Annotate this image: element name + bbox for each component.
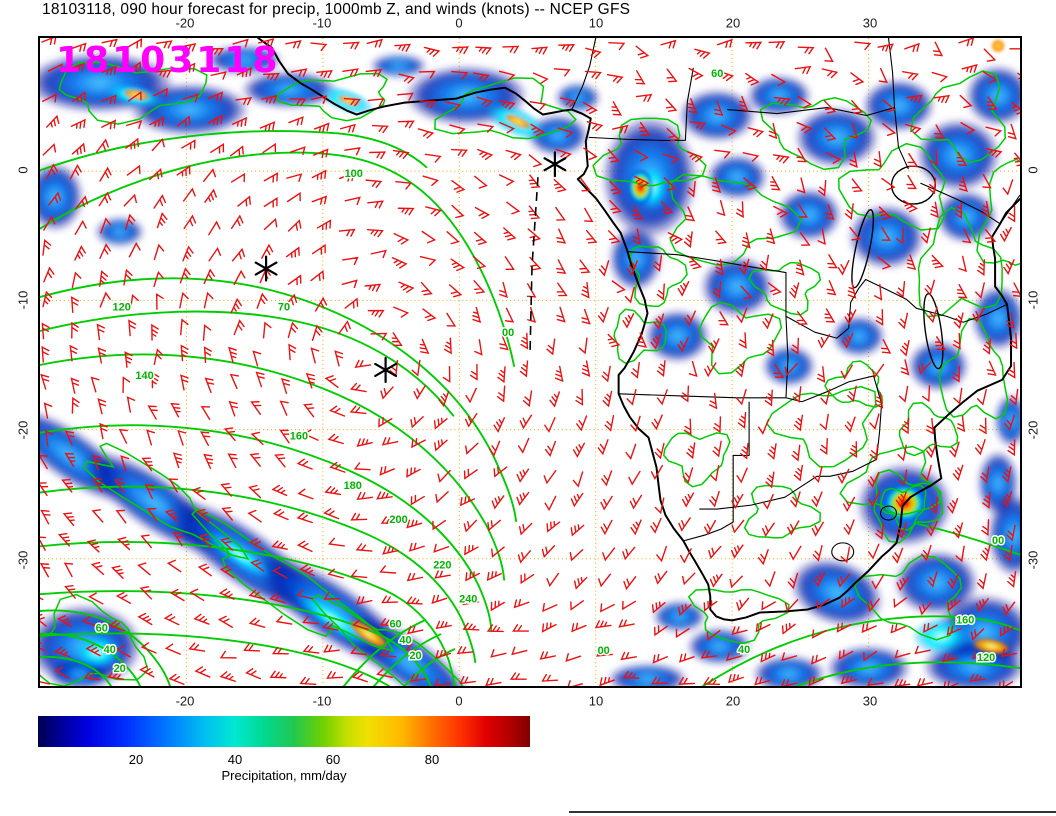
y-axis-tick-left: 0 (15, 166, 31, 174)
colorbar-tick: 20 (128, 752, 144, 767)
footer-rule (569, 811, 1056, 813)
x-axis-tick-top: 0 (455, 15, 463, 31)
svg-text:00: 00 (598, 645, 610, 657)
chart-title: 18103118, 090 hour forecast for precip, … (42, 1, 631, 18)
x-axis-tick-top: 20 (725, 15, 741, 31)
y-axis-tick-left: -30 (15, 550, 31, 570)
x-axis-tick-bottom: -20 (175, 693, 195, 709)
svg-text:160: 160 (956, 614, 974, 626)
svg-text:00: 00 (502, 327, 514, 339)
x-axis-tick-bottom: 10 (588, 693, 604, 709)
x-axis-tick-top: 10 (588, 15, 604, 31)
precip-colorbar (38, 716, 530, 747)
svg-text:120: 120 (977, 652, 995, 664)
y-axis-tick-right: -20 (1025, 420, 1041, 440)
map-plot-area: 100 120 70 140 160 180 200 220 240 60 40 20 60 40 20 00… (38, 36, 1022, 688)
contour-value-labels: 100 120 70 140 160 180 200 220 240 60 40 20 60 40 20 00… (94, 66, 1006, 676)
svg-text:220: 220 (433, 560, 451, 572)
y-axis-tick-right: -10 (1025, 290, 1041, 310)
x-axis-tick-bottom: 0 (455, 693, 463, 709)
x-axis-tick-bottom: -10 (312, 693, 332, 709)
pressure-center-markers (254, 151, 567, 383)
svg-text:240: 240 (459, 594, 477, 606)
map-canvas: 100 120 70 140 160 180 200 220 240 60 40 20 60 40 20 00… (40, 38, 1020, 686)
svg-text:20: 20 (409, 650, 421, 662)
run-timestamp-overlay: 18103118 (56, 40, 281, 81)
colorbar-tick: 80 (424, 752, 440, 767)
svg-text:40: 40 (738, 644, 750, 656)
svg-text:60: 60 (96, 622, 108, 634)
svg-text:140: 140 (135, 370, 153, 382)
colorbar-tick: 40 (227, 752, 243, 767)
svg-text:160: 160 (290, 431, 308, 443)
y-axis-tick-left: -20 (15, 420, 31, 440)
svg-text:60: 60 (389, 618, 401, 630)
wind-barbs (40, 38, 1020, 686)
svg-text:200: 200 (389, 514, 407, 526)
svg-text:60: 60 (711, 68, 723, 80)
y-axis-tick-left: -10 (15, 290, 31, 310)
x-axis-tick-bottom: 20 (725, 693, 741, 709)
land-contour-squiggles (40, 61, 1020, 686)
y-axis-tick-right: -30 (1025, 550, 1041, 570)
colorbar-label: Precipitation, mm/day (221, 768, 347, 783)
svg-text:120: 120 (113, 301, 131, 313)
svg-text:40: 40 (399, 634, 411, 646)
svg-text:00: 00 (992, 535, 1004, 547)
trajectory-dashed-line (529, 177, 539, 355)
svg-text:20: 20 (114, 663, 126, 675)
x-axis-tick-bottom: 30 (862, 693, 878, 709)
lake-malawi (923, 293, 944, 370)
precipitation-shading (40, 39, 1020, 686)
lake-tanganyika (851, 209, 875, 289)
svg-text:180: 180 (344, 480, 362, 492)
svg-text:100: 100 (345, 168, 363, 180)
x-axis-tick-top: -20 (175, 15, 195, 31)
x-axis-tick-top: -10 (312, 15, 332, 31)
x-axis-tick-top: 30 (862, 15, 878, 31)
svg-text:70: 70 (278, 301, 290, 313)
svg-text:40: 40 (104, 644, 116, 656)
colorbar-tick: 60 (325, 752, 341, 767)
y-axis-tick-right: 0 (1025, 166, 1041, 174)
